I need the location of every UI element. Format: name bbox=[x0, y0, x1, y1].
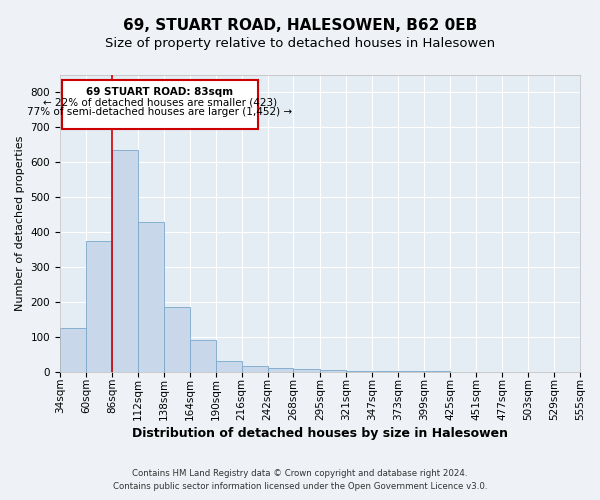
Bar bbox=[86, 241, 112, 372]
Bar bbox=[60, 328, 86, 372]
Bar bbox=[373, 371, 398, 372]
Text: 69 STUART ROAD: 83sqm: 69 STUART ROAD: 83sqm bbox=[86, 87, 233, 97]
Bar bbox=[138, 222, 164, 372]
Y-axis label: Number of detached properties: Number of detached properties bbox=[15, 136, 25, 311]
Bar bbox=[293, 369, 320, 372]
Text: ← 22% of detached houses are smaller (423): ← 22% of detached houses are smaller (42… bbox=[43, 98, 277, 108]
Text: Contains HM Land Registry data © Crown copyright and database right 2024.: Contains HM Land Registry data © Crown c… bbox=[132, 468, 468, 477]
Bar bbox=[346, 370, 373, 372]
Bar bbox=[268, 368, 293, 372]
FancyBboxPatch shape bbox=[62, 80, 257, 129]
Bar bbox=[215, 361, 242, 372]
Bar bbox=[320, 370, 346, 372]
X-axis label: Distribution of detached houses by size in Halesowen: Distribution of detached houses by size … bbox=[132, 427, 508, 440]
Bar bbox=[242, 366, 268, 372]
Bar bbox=[190, 340, 215, 372]
Text: Contains public sector information licensed under the Open Government Licence v3: Contains public sector information licen… bbox=[113, 482, 487, 491]
Text: 69, STUART ROAD, HALESOWEN, B62 0EB: 69, STUART ROAD, HALESOWEN, B62 0EB bbox=[123, 18, 477, 32]
Bar bbox=[164, 307, 190, 372]
Bar bbox=[112, 150, 138, 372]
Text: 77% of semi-detached houses are larger (1,452) →: 77% of semi-detached houses are larger (… bbox=[27, 108, 292, 118]
Text: Size of property relative to detached houses in Halesowen: Size of property relative to detached ho… bbox=[105, 38, 495, 51]
